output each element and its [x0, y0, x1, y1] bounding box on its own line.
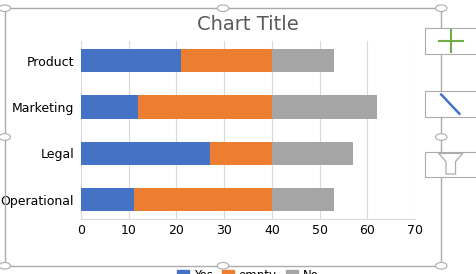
- Bar: [81, 49, 181, 72]
- Bar: [181, 49, 271, 72]
- Bar: [271, 142, 352, 165]
- Bar: [271, 95, 376, 119]
- Bar: [138, 95, 271, 119]
- Legend: Yes, empty, No: Yes, empty, No: [172, 264, 323, 274]
- Bar: [133, 188, 271, 211]
- Bar: [271, 188, 333, 211]
- Bar: [81, 95, 138, 119]
- Bar: [81, 142, 209, 165]
- Bar: [271, 49, 333, 72]
- Title: Chart Title: Chart Title: [197, 15, 298, 34]
- Bar: [81, 188, 133, 211]
- Bar: [209, 142, 271, 165]
